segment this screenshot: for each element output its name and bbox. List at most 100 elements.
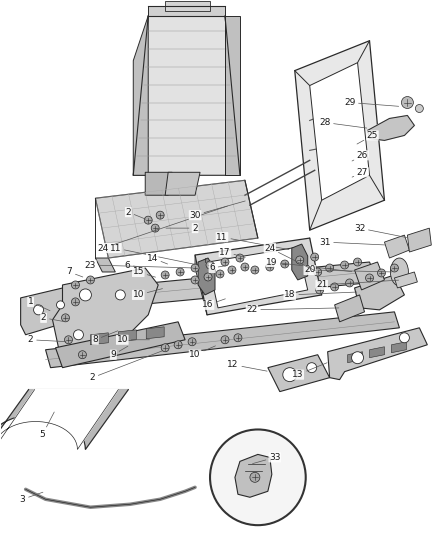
Circle shape — [210, 430, 306, 525]
Text: 19: 19 — [266, 257, 352, 272]
Text: 2: 2 — [41, 313, 63, 322]
Circle shape — [71, 281, 79, 289]
Polygon shape — [198, 258, 215, 295]
Text: 16: 16 — [202, 299, 225, 309]
Polygon shape — [235, 455, 272, 497]
Circle shape — [366, 274, 374, 282]
Text: 2: 2 — [125, 208, 146, 219]
Text: 15: 15 — [133, 268, 155, 277]
Circle shape — [228, 266, 236, 274]
Polygon shape — [367, 116, 414, 140]
Circle shape — [191, 264, 199, 272]
Text: 12: 12 — [227, 360, 267, 371]
Polygon shape — [195, 238, 321, 315]
Circle shape — [234, 334, 242, 342]
Circle shape — [174, 341, 182, 349]
Circle shape — [311, 253, 319, 261]
Polygon shape — [328, 328, 427, 379]
Polygon shape — [225, 16, 240, 175]
Polygon shape — [370, 347, 385, 358]
Text: 18: 18 — [284, 290, 357, 300]
Circle shape — [326, 264, 334, 272]
Circle shape — [352, 352, 364, 364]
Polygon shape — [133, 16, 148, 175]
Circle shape — [221, 258, 229, 266]
Polygon shape — [0, 390, 118, 449]
Text: 28: 28 — [319, 118, 367, 128]
Polygon shape — [165, 1, 210, 11]
Text: 8: 8 — [92, 331, 118, 344]
Circle shape — [399, 333, 410, 343]
Circle shape — [251, 266, 259, 274]
Polygon shape — [268, 355, 330, 392]
Text: 17: 17 — [219, 247, 245, 257]
Circle shape — [64, 336, 72, 344]
Polygon shape — [56, 262, 378, 312]
Polygon shape — [0, 390, 128, 449]
Text: 6: 6 — [124, 261, 142, 270]
Circle shape — [296, 256, 304, 264]
Text: 11: 11 — [110, 244, 195, 264]
Text: 2: 2 — [166, 224, 198, 232]
Circle shape — [78, 351, 86, 359]
Circle shape — [401, 96, 413, 109]
Text: 24: 24 — [98, 206, 227, 253]
Polygon shape — [407, 228, 431, 252]
Polygon shape — [392, 342, 406, 353]
Circle shape — [341, 261, 349, 269]
Circle shape — [115, 290, 125, 300]
Circle shape — [250, 472, 260, 482]
Circle shape — [34, 305, 43, 315]
Circle shape — [378, 269, 385, 277]
Polygon shape — [46, 312, 399, 368]
Circle shape — [353, 258, 361, 266]
Text: 2: 2 — [28, 335, 66, 344]
Circle shape — [216, 270, 224, 278]
Polygon shape — [355, 262, 385, 290]
Text: 27: 27 — [352, 168, 368, 177]
Circle shape — [74, 330, 83, 340]
Text: 20: 20 — [304, 265, 392, 274]
Polygon shape — [118, 330, 136, 342]
Text: 33: 33 — [253, 453, 281, 464]
Circle shape — [283, 368, 297, 382]
Circle shape — [281, 260, 289, 268]
Circle shape — [161, 271, 169, 279]
Circle shape — [86, 276, 95, 284]
Circle shape — [57, 301, 64, 309]
Text: 10: 10 — [133, 289, 162, 300]
Circle shape — [156, 211, 164, 219]
Text: 6: 6 — [209, 263, 227, 272]
Circle shape — [236, 254, 244, 262]
Circle shape — [206, 261, 214, 269]
Circle shape — [188, 338, 196, 346]
Text: 30: 30 — [189, 201, 245, 220]
Polygon shape — [133, 16, 240, 175]
Polygon shape — [395, 272, 417, 288]
Text: 10: 10 — [189, 346, 215, 359]
Polygon shape — [145, 172, 172, 195]
Circle shape — [204, 273, 212, 281]
Text: 3: 3 — [20, 492, 43, 504]
Polygon shape — [348, 352, 363, 362]
Polygon shape — [355, 275, 404, 310]
Text: 24: 24 — [264, 244, 315, 271]
Circle shape — [346, 279, 353, 287]
Text: 22: 22 — [246, 305, 339, 314]
Text: 11: 11 — [216, 232, 289, 249]
Text: 5: 5 — [40, 412, 54, 439]
Text: 7: 7 — [67, 268, 83, 277]
Polygon shape — [148, 6, 225, 16]
Polygon shape — [21, 285, 82, 335]
Text: 10: 10 — [117, 335, 149, 344]
Circle shape — [151, 224, 159, 232]
Text: 2: 2 — [90, 351, 162, 382]
Circle shape — [161, 344, 169, 352]
Polygon shape — [295, 41, 385, 230]
Text: 31: 31 — [319, 238, 385, 247]
Ellipse shape — [390, 258, 408, 286]
Circle shape — [390, 264, 399, 272]
Polygon shape — [53, 268, 158, 355]
Polygon shape — [335, 295, 364, 322]
Text: 21: 21 — [316, 280, 399, 289]
